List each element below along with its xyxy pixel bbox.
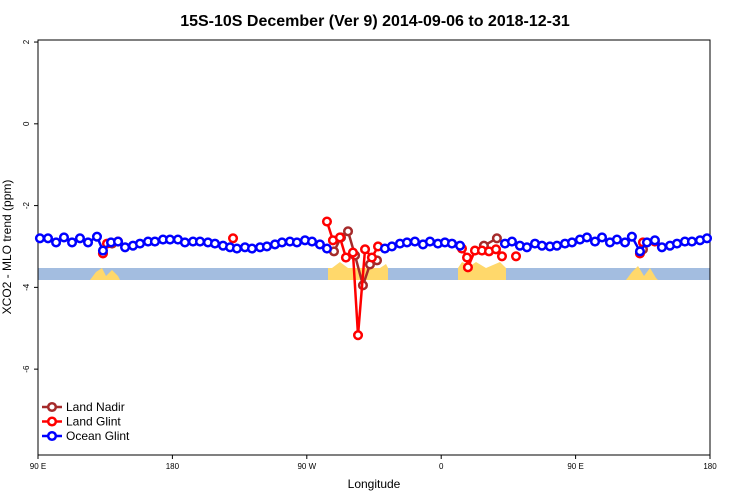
data-point [634, 246, 646, 257]
legend-marker [46, 401, 58, 413]
plot-frame [37, 39, 711, 456]
data-point [334, 232, 346, 243]
data-point [521, 242, 532, 253]
x-tick-label: 90 W [297, 462, 316, 471]
data-point [194, 236, 206, 247]
data-point [596, 232, 608, 243]
y-tick-label: -4 [22, 283, 31, 291]
x-tick-label: 90 E [30, 462, 46, 471]
data-point [641, 237, 653, 248]
data-point [74, 233, 86, 244]
data-point [551, 240, 562, 251]
data-point [276, 237, 288, 248]
data-point [314, 239, 325, 250]
data-point [424, 236, 436, 247]
data-point [359, 244, 371, 255]
data-point [462, 262, 473, 273]
data-point [227, 233, 239, 244]
legend-marker [46, 416, 58, 427]
data-point [246, 243, 258, 254]
data-point [291, 237, 302, 248]
data-point [686, 236, 697, 247]
data-point [496, 251, 508, 262]
data-point [461, 252, 473, 263]
data-point [649, 235, 660, 246]
data-point [66, 237, 78, 248]
data-point [409, 236, 420, 247]
y-axis-label: XCO2 - MLO trend (ppm) [0, 180, 14, 315]
data-point [51, 237, 62, 248]
data-point [619, 237, 631, 248]
data-point [589, 236, 601, 247]
data-point [671, 238, 683, 249]
data-point [506, 236, 518, 247]
data-point [566, 237, 578, 248]
data-point [82, 237, 94, 248]
data-point [179, 237, 190, 248]
legend-marker [46, 430, 58, 442]
data-point [112, 236, 124, 247]
data-point [164, 234, 176, 245]
data-point [386, 241, 397, 252]
x-tick-label: 0 [439, 462, 444, 471]
x-axis-label: Longitude [348, 477, 401, 491]
data-point [97, 245, 109, 256]
data-point [261, 241, 272, 252]
y-tick-label: -6 [22, 365, 31, 373]
data-point [581, 232, 592, 243]
data-point [306, 236, 318, 247]
data-point [347, 247, 358, 258]
data-point [401, 237, 413, 248]
data-point [446, 238, 458, 249]
data-point [321, 243, 333, 254]
data-point [149, 236, 160, 247]
land-background [38, 262, 710, 280]
x-tick-label: 180 [166, 462, 180, 471]
data-point [340, 252, 351, 263]
legend-label: Ocean Glint [66, 429, 130, 443]
data-point [656, 242, 667, 253]
x-tick-label: 90 E [567, 462, 583, 471]
data-point [34, 233, 45, 244]
data-point [536, 240, 548, 251]
land-patch [90, 268, 120, 280]
data-point [321, 216, 333, 227]
data-point [626, 231, 637, 242]
data-point [491, 233, 502, 244]
data-point [91, 231, 103, 242]
data-point [454, 240, 466, 251]
data-point [134, 238, 146, 249]
chart-title: 15S-10S December (Ver 9) 2014-09-06 to 2… [180, 13, 570, 30]
data-point [366, 252, 377, 263]
y-tick-label: 2 [22, 39, 31, 44]
data-point [611, 234, 623, 245]
data-point [42, 233, 54, 244]
data-point [701, 233, 713, 244]
land-patch [626, 266, 658, 280]
legend-label: Land Nadir [66, 400, 125, 414]
data-point [352, 330, 364, 341]
data-point [58, 232, 70, 243]
legend-label: Land Glint [66, 415, 121, 429]
data-point [120, 242, 131, 253]
data-point [231, 243, 242, 254]
data-point [342, 226, 354, 237]
x-tick-label: 180 [703, 462, 717, 471]
data-point [510, 251, 522, 262]
land-patch [328, 262, 388, 280]
y-tick-label: -2 [22, 201, 31, 209]
data-point [490, 244, 502, 255]
y-tick-label: 0 [22, 121, 31, 126]
data-point [209, 238, 221, 249]
